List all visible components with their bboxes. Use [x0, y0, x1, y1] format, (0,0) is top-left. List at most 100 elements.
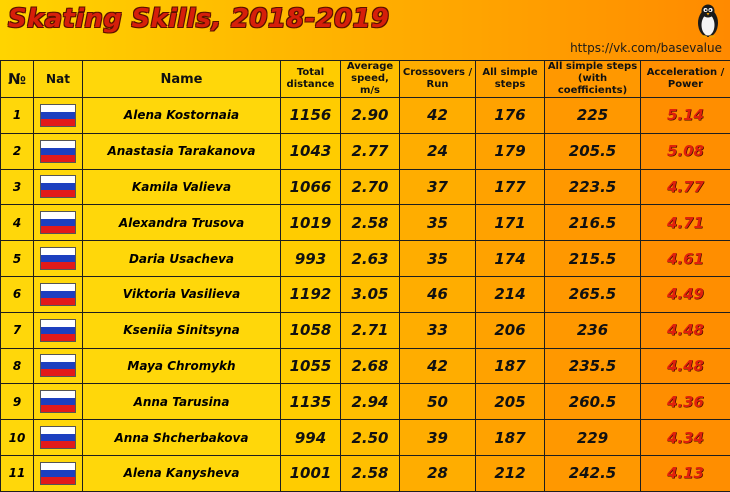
nat-cell: [34, 420, 83, 456]
nat-cell: [34, 241, 83, 277]
simple-steps-cell: 174: [476, 241, 545, 277]
crossovers-cell: 46: [400, 276, 476, 312]
simple-steps-coef-cell: 225: [545, 98, 641, 134]
crossovers-cell: 33: [400, 312, 476, 348]
crossovers-cell: 42: [400, 98, 476, 134]
nat-cell: [34, 98, 83, 134]
col-acceleration: Acceleration / Power: [641, 61, 730, 98]
crossovers-cell: 35: [400, 241, 476, 277]
col-number: №: [1, 61, 34, 98]
total-distance-cell: 1019: [281, 205, 341, 241]
simple-steps-cell: 171: [476, 205, 545, 241]
simple-steps-cell: 176: [476, 98, 545, 134]
nat-cell: [34, 312, 83, 348]
athlete-name: Anna Tarusina: [83, 384, 281, 420]
crossovers-cell: 39: [400, 420, 476, 456]
rank-cell: 3: [1, 169, 34, 205]
total-distance-cell: 994: [281, 420, 341, 456]
acceleration-cell: 4.48: [641, 312, 730, 348]
acceleration-cell: 4.71: [641, 205, 730, 241]
crossovers-cell: 50: [400, 384, 476, 420]
nat-cell: [34, 348, 83, 384]
nat-cell: [34, 455, 83, 491]
rank-cell: 5: [1, 241, 34, 277]
russia-flag-icon: [40, 319, 76, 342]
average-speed-cell: 2.63: [341, 241, 400, 277]
russia-flag-icon: [40, 462, 76, 485]
acceleration-cell: 4.13: [641, 455, 730, 491]
simple-steps-coef-cell: 229: [545, 420, 641, 456]
total-distance-cell: 1043: [281, 133, 341, 169]
total-distance-cell: 1192: [281, 276, 341, 312]
nat-cell: [34, 276, 83, 312]
crossovers-cell: 28: [400, 455, 476, 491]
penguin-icon: [694, 2, 722, 38]
athlete-name: Kamila Valieva: [83, 169, 281, 205]
rank-cell: 6: [1, 276, 34, 312]
total-distance-cell: 1055: [281, 348, 341, 384]
simple-steps-cell: 212: [476, 455, 545, 491]
crossovers-cell: 35: [400, 205, 476, 241]
athlete-name: Alena Kanysheva: [83, 455, 281, 491]
russia-flag-icon: [40, 104, 76, 127]
russia-flag-icon: [40, 211, 76, 234]
acceleration-cell: 4.61: [641, 241, 730, 277]
russia-flag-icon: [40, 247, 76, 270]
simple-steps-cell: 187: [476, 348, 545, 384]
athlete-name: Daria Usacheva: [83, 241, 281, 277]
athlete-name: Kseniia Sinitsyna: [83, 312, 281, 348]
simple-steps-cell: 177: [476, 169, 545, 205]
col-nat: Nat: [34, 61, 83, 98]
russia-flag-icon: [40, 283, 76, 306]
crossovers-cell: 24: [400, 133, 476, 169]
average-speed-cell: 3.05: [341, 276, 400, 312]
acceleration-cell: 4.36: [641, 384, 730, 420]
simple-steps-coef-cell: 235.5: [545, 348, 641, 384]
nat-cell: [34, 205, 83, 241]
russia-flag-icon: [40, 175, 76, 198]
total-distance-cell: 1135: [281, 384, 341, 420]
simple-steps-cell: 206: [476, 312, 545, 348]
simple-steps-cell: 179: [476, 133, 545, 169]
average-speed-cell: 2.70: [341, 169, 400, 205]
rank-cell: 10: [1, 420, 34, 456]
nat-cell: [34, 384, 83, 420]
athlete-name: Alena Kostornaia: [83, 98, 281, 134]
header-row: № Nat Name Total distance Average speed,…: [1, 61, 730, 98]
total-distance-cell: 1001: [281, 455, 341, 491]
russia-flag-icon: [40, 426, 76, 449]
total-distance-cell: 1156: [281, 98, 341, 134]
total-distance-cell: 1066: [281, 169, 341, 205]
average-speed-cell: 2.50: [341, 420, 400, 456]
simple-steps-cell: 187: [476, 420, 545, 456]
col-average-speed: Average speed, m/s: [341, 61, 400, 98]
crossovers-cell: 37: [400, 169, 476, 205]
simple-steps-coef-cell: 260.5: [545, 384, 641, 420]
average-speed-cell: 2.58: [341, 455, 400, 491]
acceleration-cell: 5.08: [641, 133, 730, 169]
page-title: Skating Skills, 2018-2019: [8, 4, 389, 34]
skating-table: № Nat Name Total distance Average speed,…: [0, 60, 730, 492]
total-distance-cell: 993: [281, 241, 341, 277]
simple-steps-coef-cell: 223.5: [545, 169, 641, 205]
crossovers-cell: 42: [400, 348, 476, 384]
average-speed-cell: 2.68: [341, 348, 400, 384]
simple-steps-cell: 205: [476, 384, 545, 420]
col-crossovers: Crossovers / Run: [400, 61, 476, 98]
simple-steps-coef-cell: 265.5: [545, 276, 641, 312]
col-simple-steps: All simple steps: [476, 61, 545, 98]
col-simple-steps-coef: All simple steps (with coefficients): [545, 61, 641, 98]
source-url[interactable]: https://vk.com/basevalue: [570, 41, 722, 55]
average-speed-cell: 2.90: [341, 98, 400, 134]
